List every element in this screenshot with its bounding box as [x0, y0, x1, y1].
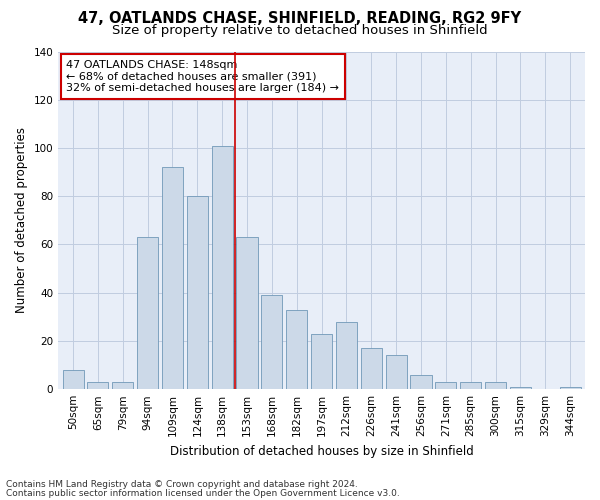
Bar [510, 387, 531, 389]
Bar [62, 370, 83, 389]
Bar [311, 334, 332, 389]
Bar [560, 387, 581, 389]
Bar [112, 382, 133, 389]
Bar [361, 348, 382, 389]
Bar [286, 310, 307, 389]
Text: 47 OATLANDS CHASE: 148sqm
← 68% of detached houses are smaller (391)
32% of semi: 47 OATLANDS CHASE: 148sqm ← 68% of detac… [66, 60, 339, 93]
Bar [410, 374, 431, 389]
Bar [162, 168, 183, 389]
Bar [262, 295, 283, 389]
Bar [336, 322, 357, 389]
Bar [88, 382, 109, 389]
X-axis label: Distribution of detached houses by size in Shinfield: Distribution of detached houses by size … [170, 444, 473, 458]
Bar [485, 382, 506, 389]
Y-axis label: Number of detached properties: Number of detached properties [15, 128, 28, 314]
Text: Contains public sector information licensed under the Open Government Licence v3: Contains public sector information licen… [6, 488, 400, 498]
Text: 47, OATLANDS CHASE, SHINFIELD, READING, RG2 9FY: 47, OATLANDS CHASE, SHINFIELD, READING, … [79, 11, 521, 26]
Bar [137, 237, 158, 389]
Text: Contains HM Land Registry data © Crown copyright and database right 2024.: Contains HM Land Registry data © Crown c… [6, 480, 358, 489]
Bar [187, 196, 208, 389]
Text: Size of property relative to detached houses in Shinfield: Size of property relative to detached ho… [112, 24, 488, 37]
Bar [386, 356, 407, 389]
Bar [212, 146, 233, 389]
Bar [236, 237, 257, 389]
Bar [435, 382, 457, 389]
Bar [460, 382, 481, 389]
